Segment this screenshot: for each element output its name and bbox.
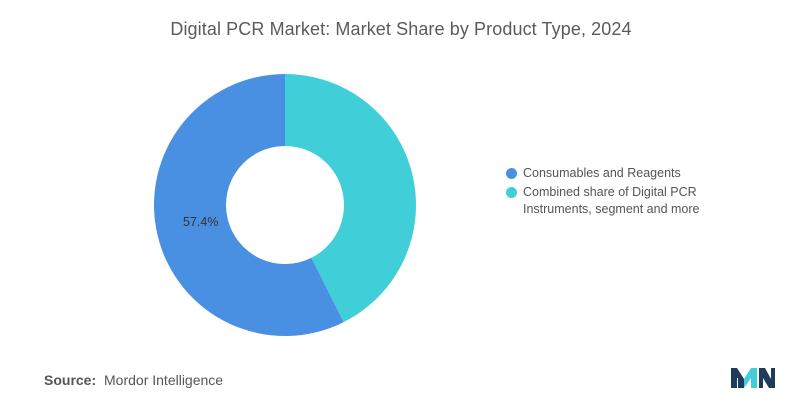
donut-slice-consumables bbox=[153, 74, 344, 337]
donut-slices bbox=[153, 74, 416, 337]
source-text: Mordor Intelligence bbox=[104, 372, 224, 388]
mordor-intelligence-logo-icon bbox=[731, 368, 775, 388]
chart-legend: Consumables and Reagents Combined share … bbox=[506, 165, 766, 220]
chart-title: Digital PCR Market: Market Share by Prod… bbox=[170, 19, 632, 39]
legend-swatch-instruments bbox=[506, 187, 517, 198]
legend-label-instruments: Combined share of Digital PCR Instrument… bbox=[523, 185, 700, 216]
source-label: Source: bbox=[44, 372, 97, 388]
source-note: Source: Mordor Intelligence bbox=[44, 372, 223, 388]
donut-data-labels: 57.4% bbox=[183, 215, 218, 229]
data-label-consumables: 57.4% bbox=[183, 215, 218, 229]
donut-slice-instruments bbox=[285, 74, 416, 323]
legend-item-instruments: Combined share of Digital PCR Instrument… bbox=[506, 184, 766, 218]
legend-item-consumables: Consumables and Reagents bbox=[506, 165, 766, 182]
legend-label-consumables: Consumables and Reagents bbox=[523, 166, 681, 180]
legend-swatch-consumables bbox=[506, 168, 517, 179]
